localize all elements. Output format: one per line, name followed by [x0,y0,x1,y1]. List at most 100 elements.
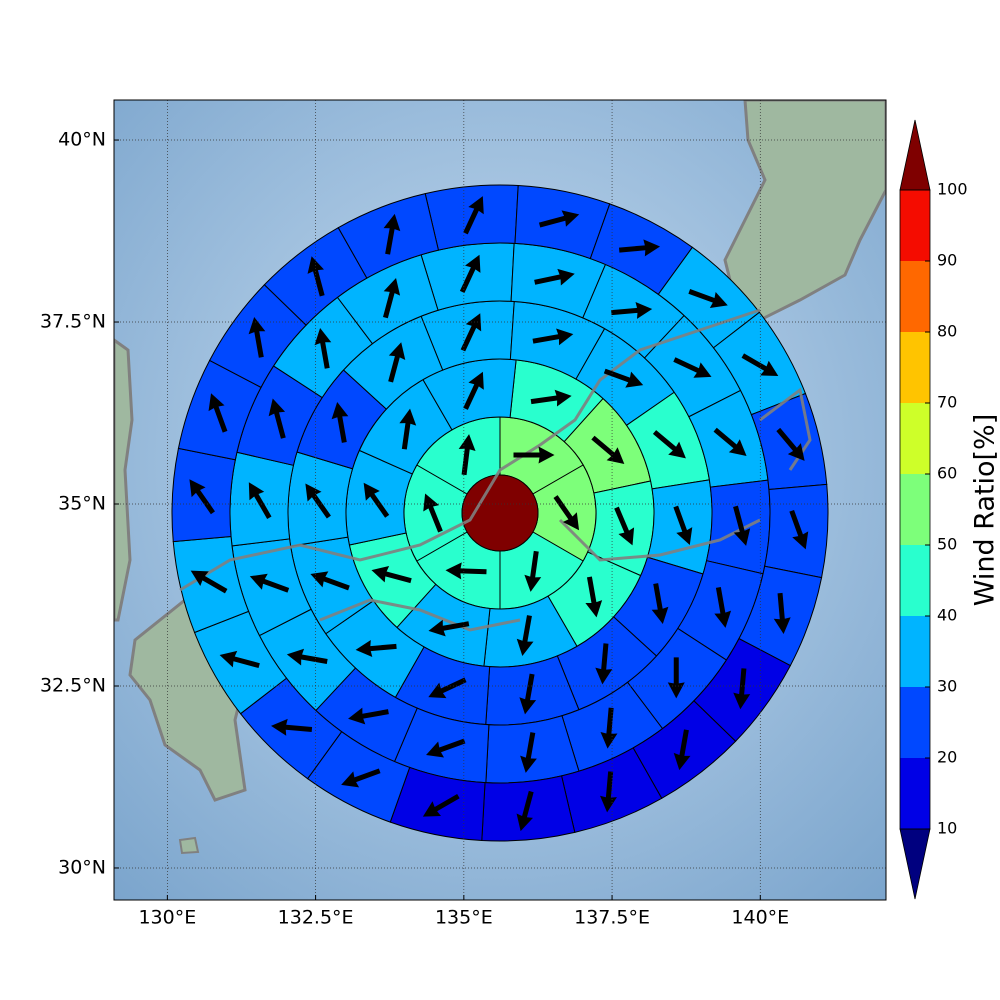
wind-arrow [524,550,542,592]
wind-cell [229,451,295,547]
wind-arrow [513,446,555,464]
x-tick-label: 135°E [435,907,493,929]
wind-arrow [371,565,412,584]
wind-arrow [600,771,617,813]
wind-arrow [652,430,686,459]
wind-arrow [189,479,215,515]
y-tick-label: 30°N [58,856,106,878]
colorbar-tick-label: 50 [937,535,957,554]
wind-arrow [248,316,266,358]
wind-cell [171,447,236,543]
wind-arrow [733,668,751,710]
y-tick-label: 37.5°N [40,311,106,333]
wind-arrow [595,643,613,685]
wind-arrow [713,427,747,457]
wind-arrow [348,707,389,725]
wind-arrow [733,505,751,546]
wind-arrow [516,615,534,656]
colorbar-over [899,119,931,191]
colorbar-bin [900,261,930,332]
colorbar-bin [900,616,930,687]
colorbar-tick-label: 80 [937,322,957,341]
wind-arrow [688,289,728,308]
wind-arrow [426,738,466,758]
colorbar-tick-label: 10 [937,819,957,838]
colorbar-tick-label: 90 [937,251,957,270]
wind-arrow [673,505,693,546]
wind-arrow [534,268,575,286]
wind-arrow [286,648,328,666]
grid [114,100,886,900]
wind-arrow [553,495,580,531]
wind-arrow [773,592,791,634]
wind-arrow [445,562,487,580]
colorbar-tick-label: 20 [937,748,957,767]
wind-arrow [463,371,484,410]
wind-arrow [618,239,661,257]
wind-arrow [673,357,712,378]
center-cell [461,474,539,552]
wind-arrow [219,650,260,669]
wind-arrow [399,408,417,450]
plot-frame [113,99,887,901]
wind-arrow [307,256,325,297]
wind-arrow [667,657,685,699]
wind-arrow [331,402,349,443]
wind-arrow [741,353,779,377]
colorbar-label: Wind Ratio[%] [970,414,1000,606]
colorbar-tick-label: 30 [937,677,957,696]
colorbar-bin [900,545,930,616]
colorbar-bin [900,190,930,261]
wind-arrow [614,506,635,546]
wind-arrow [305,483,331,519]
wind-arrow [208,393,228,433]
wind-arrow [355,640,397,657]
colorbar-tick-label: 70 [937,393,957,412]
wind-arrows [189,196,809,832]
colorbar-bin [900,687,930,758]
colorbar-bin [900,758,930,829]
x-tick-label: 137.5°E [574,907,650,929]
colorbar-tick-label: 60 [937,464,957,483]
wind-arrow [530,389,572,407]
wind-arrow [249,573,290,593]
wind-arrow [388,342,406,383]
wind-arrow [611,301,653,319]
wind-arrow [310,571,350,591]
colorbar-bin [900,403,930,474]
wind-arrow [460,313,482,352]
colorbar-frame [899,189,931,830]
wind-arrow [190,570,228,594]
wind-arrow [603,368,644,388]
colorbar-bin [900,474,930,545]
wind-arrow [363,482,390,518]
wind-cell [514,184,611,260]
wind-arrow [422,793,460,817]
colorbar-tick-label: 40 [937,606,957,625]
wind-arrow [428,619,470,637]
wind-arrow [271,718,313,736]
colorbar-under [899,828,931,900]
polar-grid [171,184,829,842]
land-west [114,338,134,622]
wind-arrow [591,435,625,464]
wind-arrow [651,583,669,624]
wind-arrow [519,673,537,715]
colorbar: 10 20 30 40 50 60 70 80 90 100 [899,119,968,900]
wind-cell [764,483,829,579]
wind-arrow [459,254,481,293]
wind-arrow [673,729,691,771]
x-tick-label: 140°E [731,907,789,929]
wind-arrow [382,277,401,319]
wind-arrow [714,587,732,628]
wind-arrow [423,493,443,533]
wind-arrow [600,707,618,749]
colorbar-bin [900,332,930,403]
wind-arrow [520,732,537,773]
wind-arrow [341,768,381,788]
wind-arrow [538,210,580,228]
y-tick-label: 35°N [58,493,106,515]
wind-arrow [776,427,805,461]
wind-arrow [383,213,401,255]
